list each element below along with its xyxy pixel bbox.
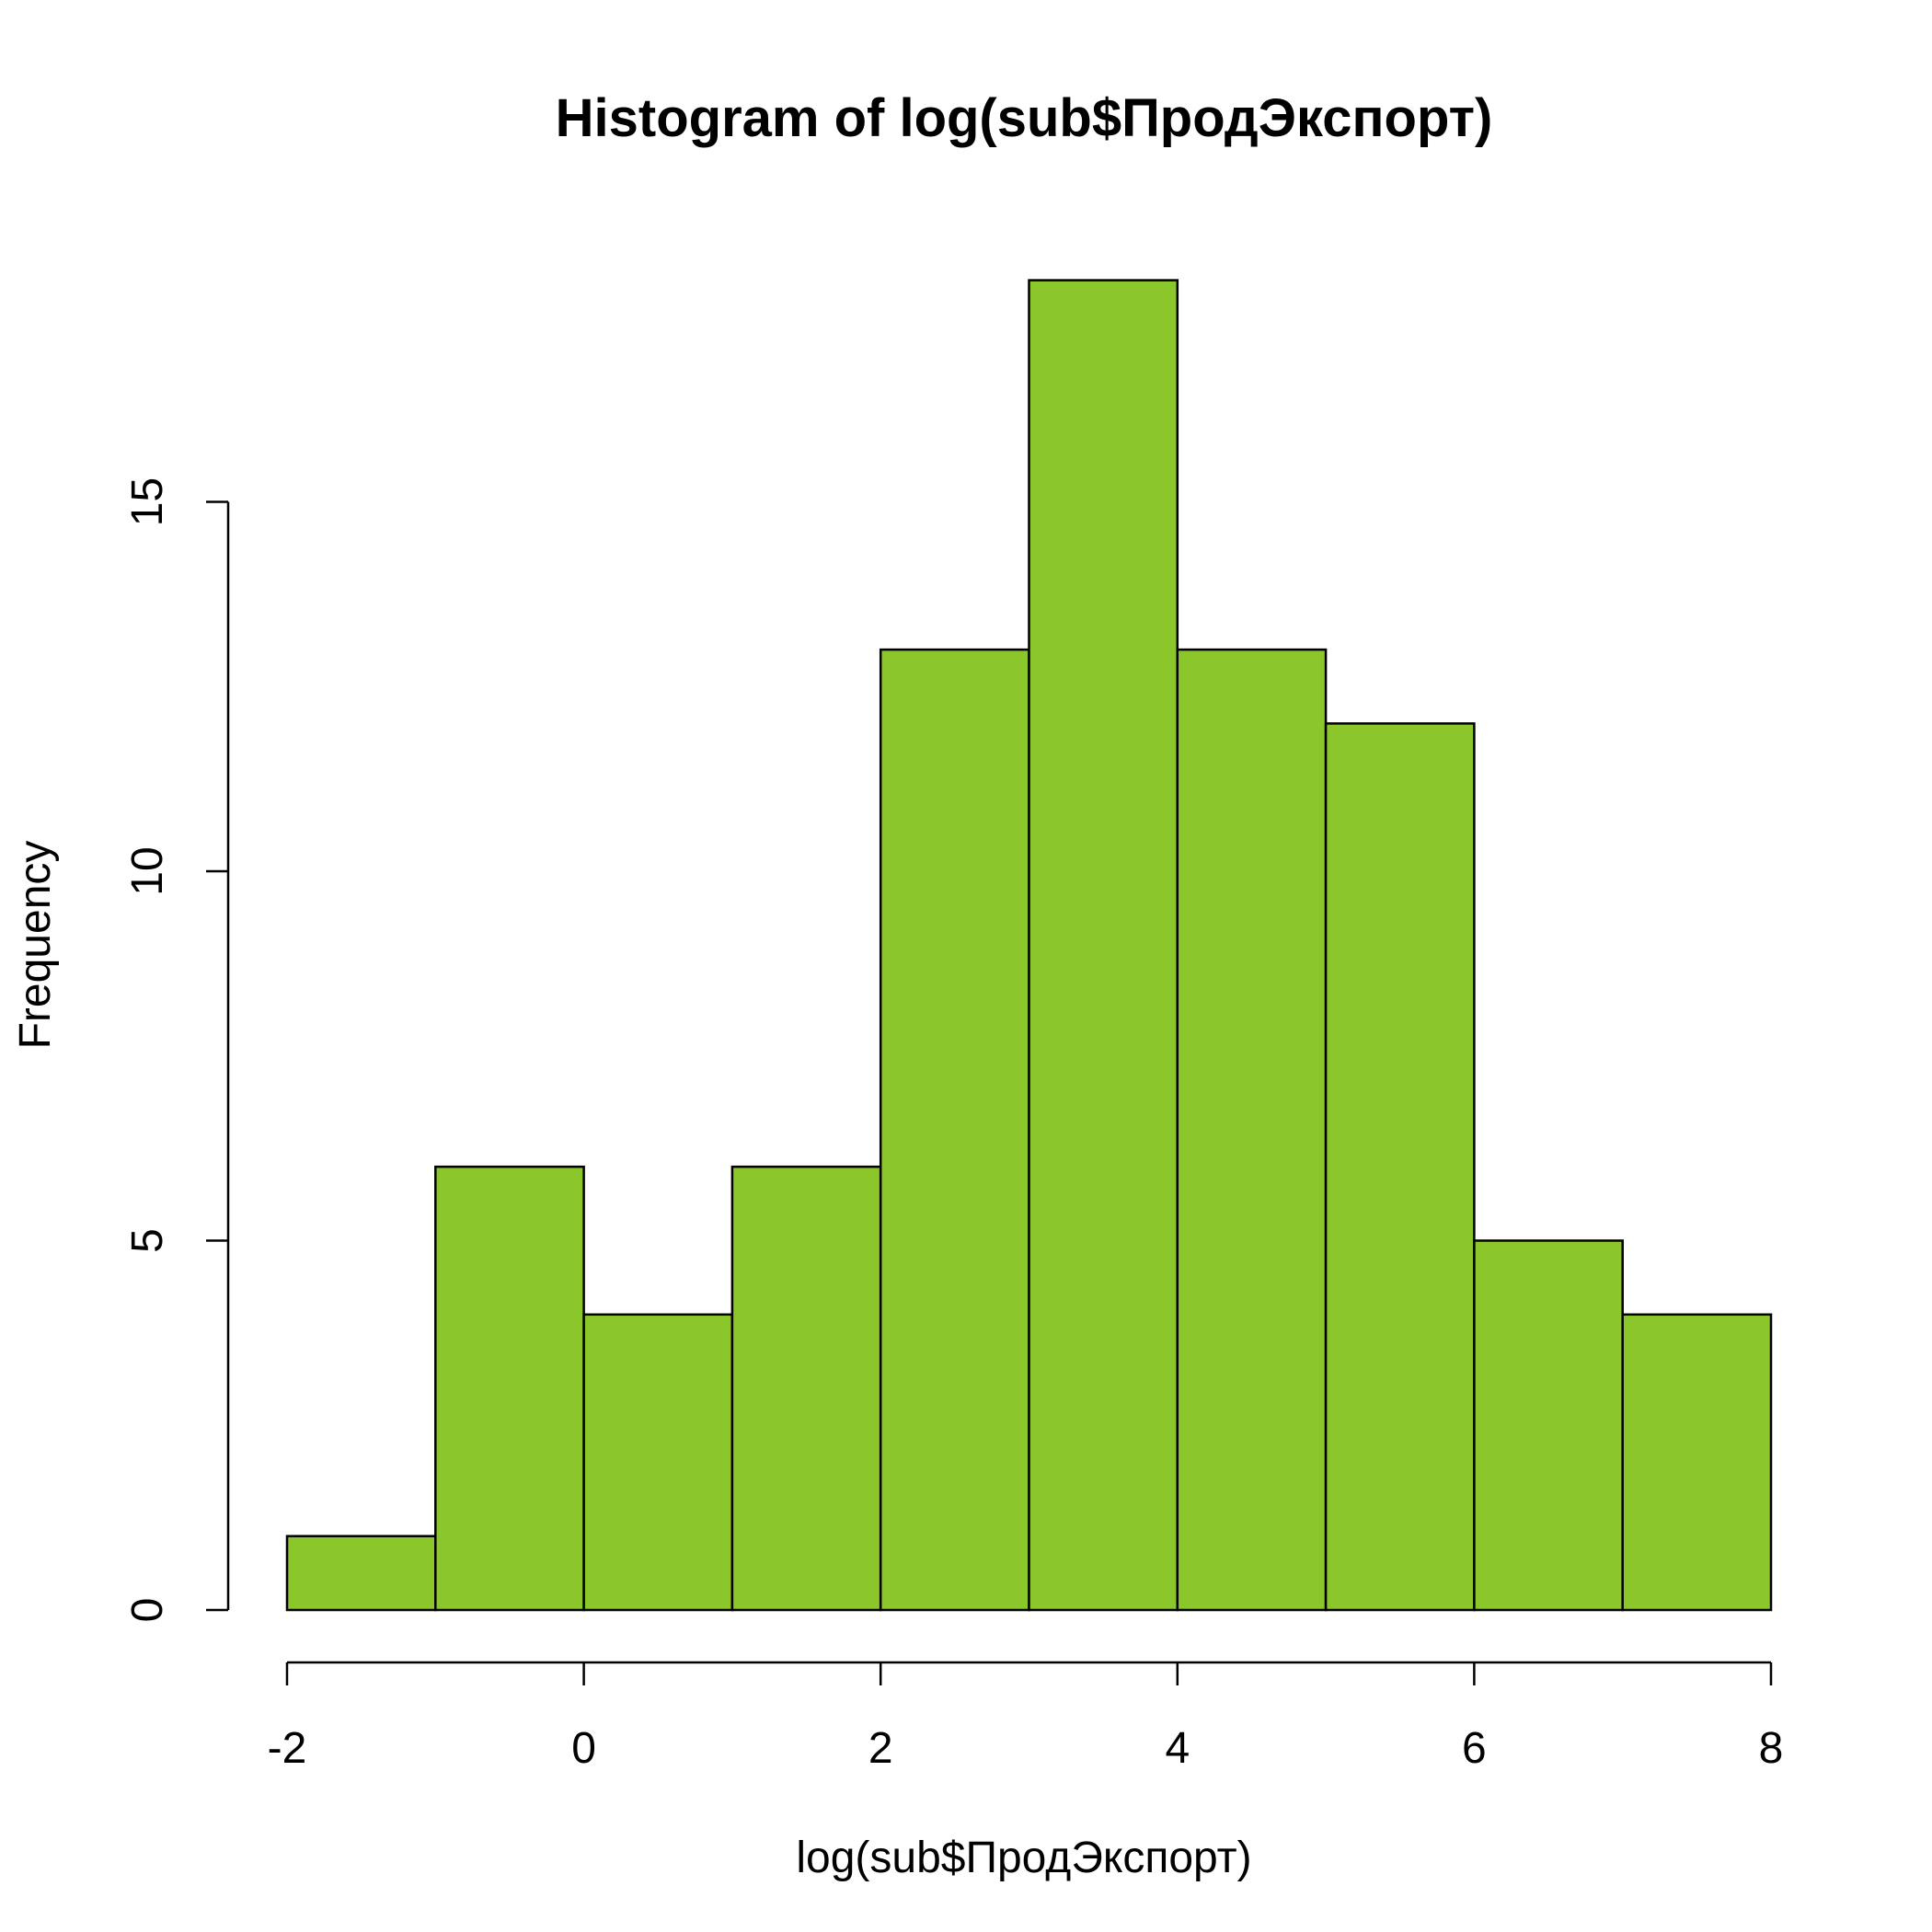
- x-tick-label-4: 6: [1462, 1724, 1487, 1773]
- histogram-bars: [285, 279, 1773, 1612]
- histogram-bar-0: [285, 1535, 437, 1612]
- histogram-bar-9: [1621, 1313, 1773, 1612]
- x-tick-label-0: -2: [268, 1724, 307, 1773]
- x-tick-label-2: 2: [868, 1724, 893, 1773]
- y-tick-label-0: 0: [123, 1598, 172, 1623]
- y-tick-label-3: 15: [123, 477, 172, 526]
- histogram-bar-6: [1176, 648, 1328, 1612]
- x-tick-label-5: 8: [1759, 1724, 1784, 1773]
- histogram-bar-3: [730, 1165, 882, 1612]
- histogram-bar-1: [434, 1165, 585, 1612]
- histogram-bar-8: [1473, 1239, 1624, 1612]
- x-tick-label-3: 4: [1165, 1724, 1190, 1773]
- y-axis: 0 5 10 15: [123, 477, 230, 1623]
- histogram-bar-7: [1324, 722, 1476, 1612]
- x-axis-label: log(sub$ПродЭкспорт): [796, 1834, 1251, 1882]
- y-tick-label-1: 5: [123, 1228, 172, 1253]
- x-axis: -2 0 2 4 6 8: [268, 1661, 1784, 1773]
- chart-title: Histogram of log(sub$ПродЭкспорт): [556, 88, 1493, 148]
- histogram-bar-4: [879, 648, 1030, 1612]
- y-axis-label: Frequency: [11, 841, 60, 1050]
- histogram-bar-2: [582, 1313, 734, 1612]
- histogram-bar-5: [1028, 279, 1179, 1612]
- y-tick-label-2: 10: [123, 846, 172, 895]
- x-tick-label-1: 0: [571, 1724, 596, 1773]
